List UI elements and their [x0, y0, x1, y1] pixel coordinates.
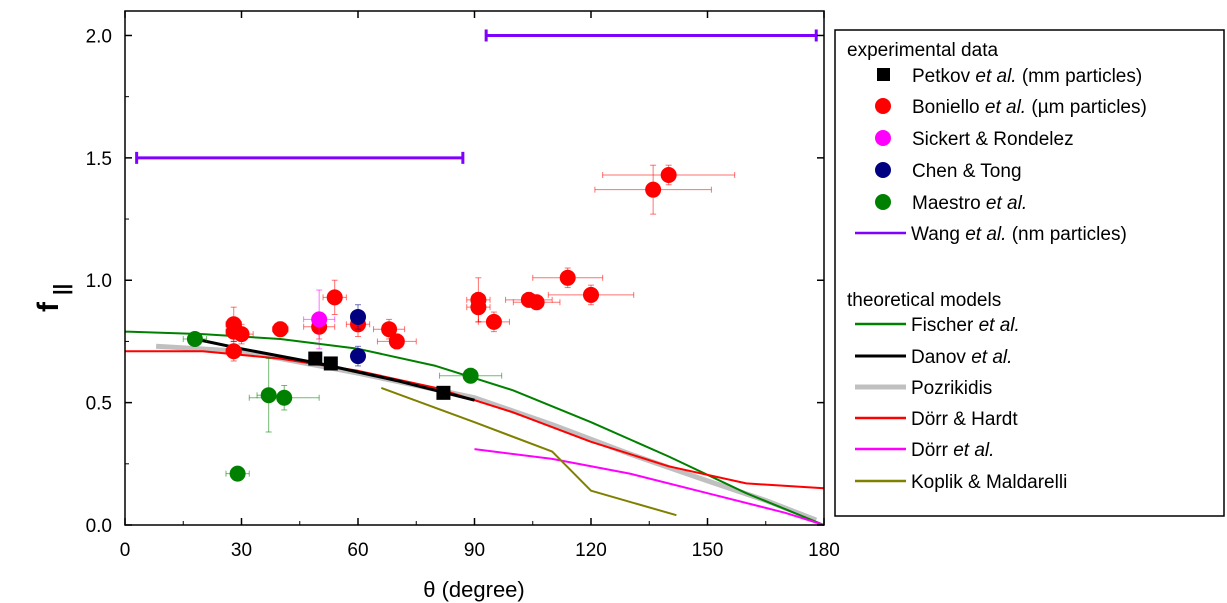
legend-marker-boniello [875, 98, 891, 114]
point-maestro [462, 367, 479, 384]
point-boniello [645, 181, 662, 198]
y-tick-label: 1.0 [86, 271, 112, 292]
y-tick-label: 2.0 [86, 26, 112, 47]
point-boniello [225, 343, 242, 360]
point-chen [350, 308, 366, 325]
x-tick-label: 120 [575, 540, 607, 561]
legend-label-boniello: Boniello et al. (µm particles) [912, 97, 1147, 118]
legend-label-petkov: Petkov et al. (mm particles) [912, 66, 1142, 87]
x-tick-label: 180 [808, 540, 840, 561]
y-axis-title-main: f [32, 301, 65, 312]
point-sickert [311, 311, 328, 328]
plot-frame [124, 10, 825, 526]
legend-label-wang: Wang et al. (nm particles) [911, 224, 1127, 245]
legend-label-dorr_hardt: Dörr & Hardt [911, 409, 1018, 430]
point-boniello [326, 289, 343, 306]
legend-label-chen: Chen & Tong [912, 161, 1022, 182]
point-boniello [388, 333, 405, 350]
legend-label-pozrikidis: Pozrikidis [911, 378, 992, 399]
point-boniello [583, 286, 599, 303]
point-petkov [323, 356, 338, 371]
x-tick-label: 60 [347, 540, 368, 561]
point-boniello [233, 326, 250, 343]
point-boniello [381, 321, 398, 338]
legend-marker-petkov [877, 68, 890, 81]
point-boniello [485, 313, 502, 330]
point-boniello [528, 294, 545, 311]
curve-pozrikidis [155, 343, 818, 523]
point-boniello [272, 321, 289, 338]
y-tick-label: 0.0 [86, 516, 112, 537]
legend-label-danov: Danov et al. [911, 347, 1012, 368]
x-tick-label: 0 [120, 540, 131, 561]
legend-box [834, 29, 1225, 517]
y-axis-title-subscript: || [51, 284, 73, 295]
point-boniello [660, 166, 677, 183]
point-maestro [276, 389, 293, 406]
x-tick-label: 150 [692, 540, 724, 561]
legend-label-sickert: Sickert & Rondelez [912, 129, 1074, 150]
point-petkov [308, 351, 323, 366]
legend-label-maestro: Maestro et al. [912, 193, 1027, 214]
x-tick-label: 30 [231, 540, 252, 561]
legend-marker-chen [875, 162, 891, 178]
legend-marker-maestro [875, 194, 891, 210]
axes: 0 30 60 90 120 150 180 0.0 0.5 1.0 1.5 2.0 [86, 11, 840, 561]
legend-theoretical-title: theoretical models [847, 290, 1001, 311]
curve-dorr [474, 448, 825, 526]
x-tick-label: 90 [464, 540, 485, 561]
point-petkov [436, 385, 451, 400]
y-axis-title: f || [32, 284, 73, 312]
legend-label-dorr: Dörr et al. [911, 440, 994, 461]
y-tick-label: 1.5 [86, 149, 112, 170]
point-maestro [229, 465, 246, 482]
plot-area [124, 29, 825, 526]
legend-label-koplik: Koplik & Maldarelli [911, 472, 1067, 493]
point-maestro [186, 330, 203, 347]
x-axis-title: θ (degree) [423, 577, 525, 602]
point-maestro [260, 387, 277, 404]
legend-marker-sickert [875, 130, 891, 146]
point-boniello [559, 269, 576, 286]
y-tick-label: 0.5 [86, 394, 112, 415]
legend-label-fischer: Fischer et al. [911, 315, 1020, 336]
point-chen [350, 348, 366, 365]
point-boniello [470, 299, 487, 316]
legend: experimental data theoretical models Pet… [834, 29, 1225, 517]
curve-koplik [380, 386, 677, 517]
legend-experimental-title: experimental data [847, 40, 998, 61]
